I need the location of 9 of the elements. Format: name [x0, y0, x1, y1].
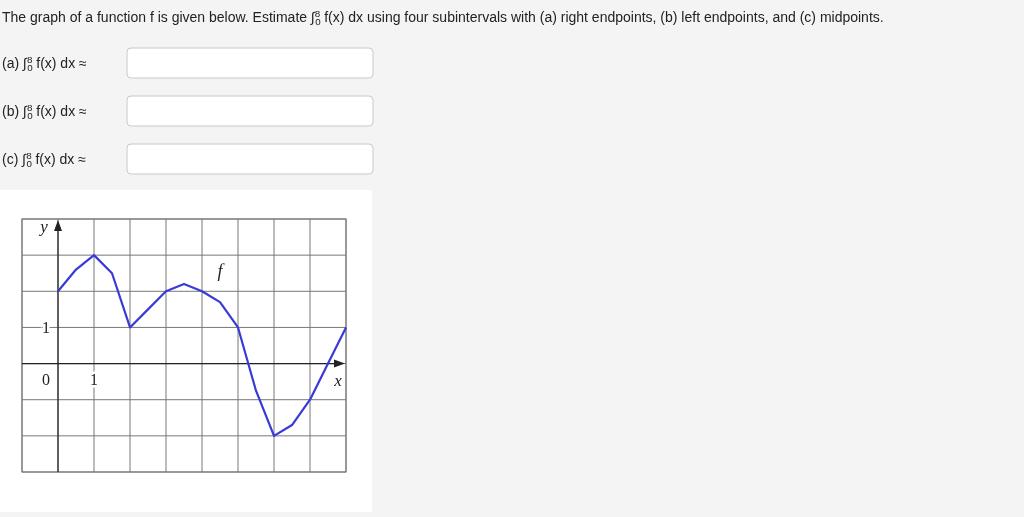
y-axis-title: y	[38, 217, 49, 236]
annotation: 1	[90, 370, 98, 388]
annotation: 0	[42, 370, 50, 388]
text: (c) ∫$_{0}$$^{8}$ f(x) dx ≈	[2, 149, 87, 169]
text: (a) ∫$_{0}$$^{8}$ f(x) dx ≈	[2, 53, 88, 73]
x-axis-title: x	[333, 370, 343, 390]
series-label: f	[217, 260, 226, 281]
text: (b) ∫$_{0}$$^{8}$ f(x) dx ≈	[2, 101, 88, 121]
text: The graph of a function f is given below. Estimate ∫$_{0}$$^{8}$ f(x) dx using four subintervals with (a) right endpoints, (b) left endpoints, and (c) midpoints.	[2, 7, 884, 27]
